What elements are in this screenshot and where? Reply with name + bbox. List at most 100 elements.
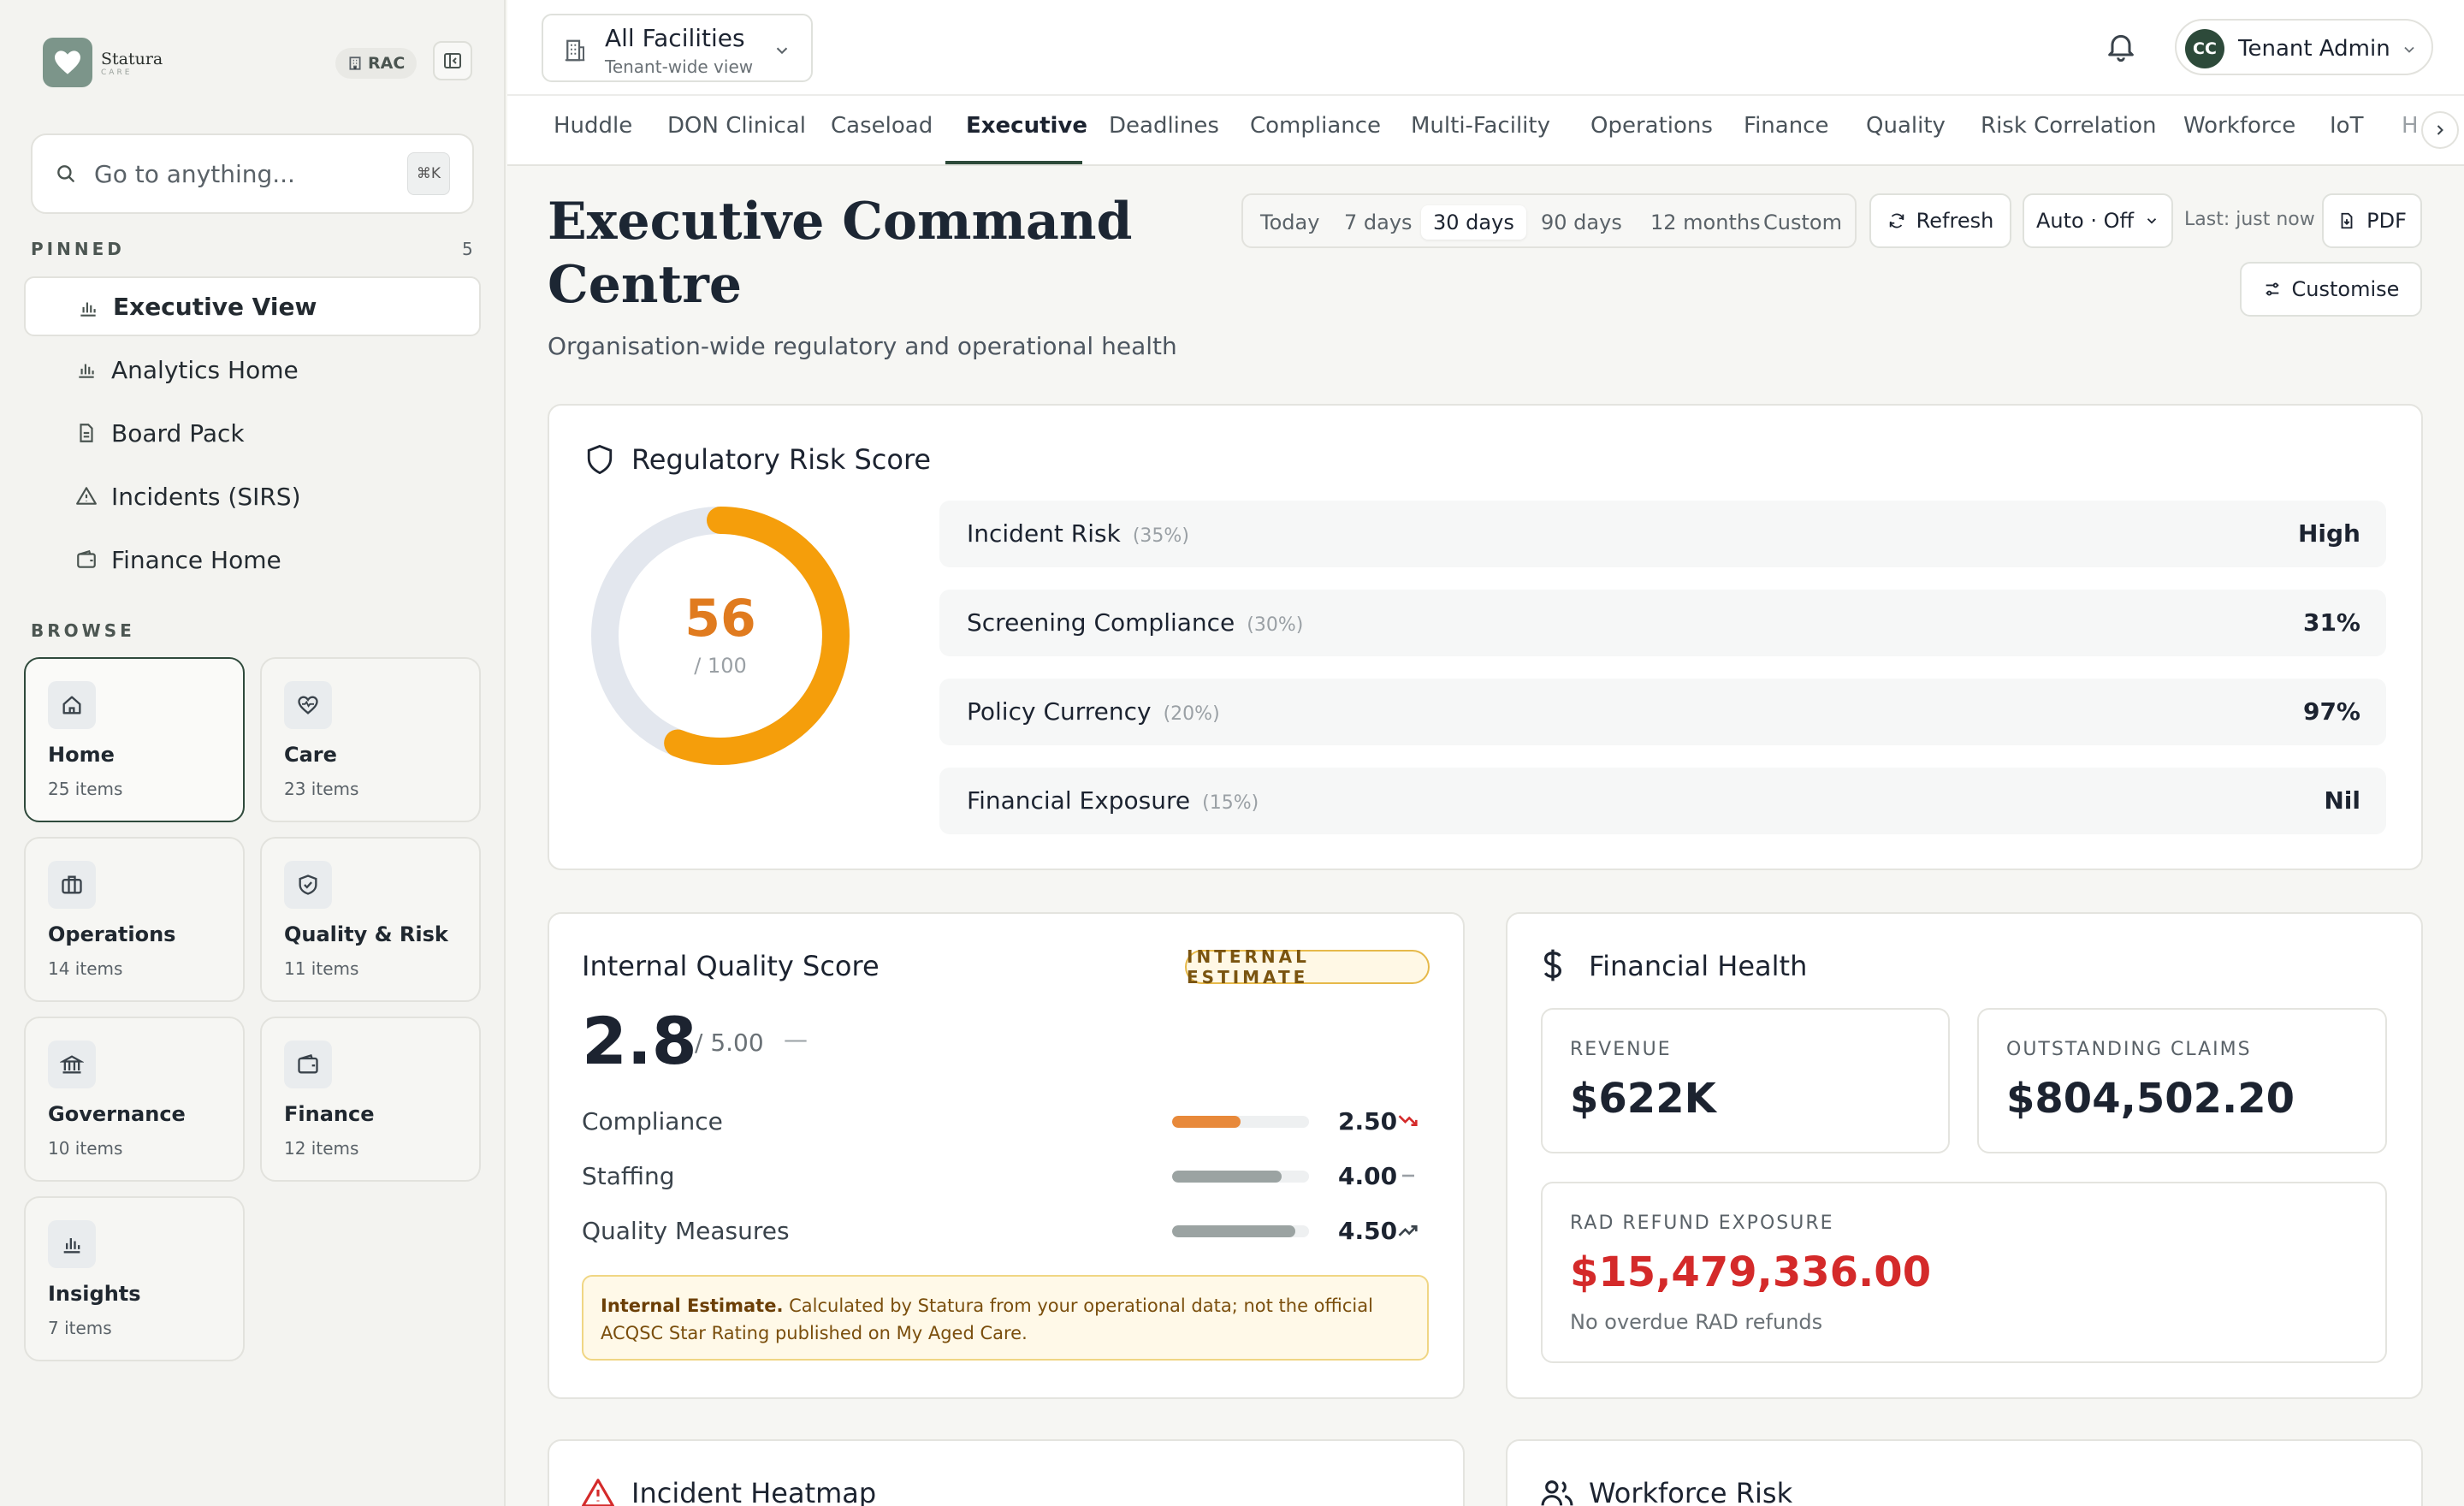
- shield-icon: [587, 444, 613, 475]
- outstanding-claims-value: $804,502.20: [2006, 1075, 2295, 1123]
- pinned-label: PINNED: [31, 239, 125, 259]
- pdf-button[interactable]: PDF: [2322, 193, 2422, 248]
- pdf-label: PDF: [2366, 209, 2407, 233]
- pinned-item-label: Incidents (SIRS): [111, 482, 301, 511]
- quality-row-track: [1172, 1171, 1309, 1183]
- browse-tile-insights[interactable]: Insights 7 items: [24, 1196, 245, 1361]
- quality-row-track: [1172, 1116, 1309, 1128]
- tab-caseload[interactable]: Caseload: [831, 113, 933, 139]
- browse-tile-quality-risk[interactable]: Quality & Risk 11 items: [260, 837, 481, 1002]
- rac-badge[interactable]: RAC: [335, 48, 418, 79]
- topbar: All Facilities Tenant-wide view CC Tenan…: [507, 0, 2464, 94]
- workforce-risk-card: [1506, 1439, 2423, 1506]
- sidebar-collapse-icon: [444, 53, 461, 68]
- tab-compliance[interactable]: Compliance: [1250, 113, 1382, 139]
- range-7-days[interactable]: 7 days: [1344, 210, 1413, 234]
- search-box[interactable]: Go to anything... ⌘K: [31, 133, 474, 214]
- range-90-days[interactable]: 90 days: [1541, 210, 1622, 234]
- user-name: Tenant Admin: [2238, 36, 2390, 62]
- facility-selector[interactable]: All Facilities Tenant-wide view: [542, 14, 813, 82]
- revenue-label: REVENUE: [1570, 1039, 1672, 1060]
- tab-overflow[interactable]: H: [2402, 113, 2419, 139]
- home-icon: [48, 681, 96, 729]
- risk-row-incident: Incident Risk (35%) High: [939, 501, 2386, 567]
- last-updated: Last: just now: [2184, 209, 2315, 230]
- quality-row-value: 4.50: [1338, 1217, 1398, 1245]
- quality-row-label: Staffing: [582, 1162, 675, 1190]
- facility-title: All Facilities: [605, 24, 745, 52]
- tab-huddle[interactable]: Huddle: [554, 113, 633, 139]
- file-download-icon: [2341, 212, 2353, 229]
- auto-refresh-label: Auto · Off: [2035, 209, 2135, 233]
- quality-row-value: 4.00: [1338, 1162, 1398, 1190]
- collapse-sidebar-button[interactable]: [433, 41, 472, 80]
- range-today[interactable]: Today: [1260, 210, 1320, 234]
- search-placeholder: Go to anything...: [94, 159, 295, 188]
- building-icon: [349, 56, 361, 70]
- quality-row-staffing: Staffing 4.00: [582, 1159, 1430, 1193]
- internal-estimate-note: Internal Estimate. Calculated by Statura…: [582, 1275, 1429, 1361]
- logo[interactable]: [43, 38, 92, 87]
- tab-don-clinical[interactable]: DON Clinical: [667, 113, 806, 139]
- gauge-fill: [591, 507, 850, 765]
- bell-icon[interactable]: [2104, 29, 2138, 63]
- chevron-down-icon: [2147, 218, 2157, 224]
- range-custom[interactable]: Custom: [1763, 210, 1842, 234]
- customise-button[interactable]: Customise: [2240, 262, 2422, 317]
- tab-deadlines[interactable]: Deadlines: [1109, 113, 1219, 139]
- pinned-item-finance-home[interactable]: Finance Home: [24, 530, 481, 590]
- browse-tile-operations[interactable]: Operations 14 items: [24, 837, 245, 1002]
- tile-count: 10 items: [48, 1138, 123, 1159]
- auto-refresh-select[interactable]: Auto · Off: [2023, 193, 2173, 248]
- risk-row-screening: Screening Compliance (30%) 31%: [939, 590, 2386, 656]
- pinned-item-incidents[interactable]: Incidents (SIRS): [24, 466, 481, 526]
- browse-tile-home[interactable]: Home 25 items: [24, 657, 245, 822]
- date-range-group: Today 7 days 30 days 90 days 12 months C…: [1241, 193, 1857, 248]
- user-menu-button[interactable]: CC Tenant Admin: [2175, 19, 2433, 75]
- users-icon: [1541, 1480, 1573, 1506]
- refresh-button[interactable]: Refresh: [1869, 193, 2011, 248]
- browse-tile-finance[interactable]: Finance 12 items: [260, 1017, 481, 1182]
- tab-iot[interactable]: IoT: [2330, 113, 2364, 139]
- tab-risk-correlation[interactable]: Risk Correlation: [1981, 113, 2157, 139]
- quality-row-value: 2.50: [1338, 1107, 1398, 1135]
- quality-row-bar: [1172, 1225, 1295, 1237]
- risk-row-financial: Financial Exposure (15%) Nil: [939, 768, 2386, 834]
- page-subtitle: Organisation-wide regulatory and operati…: [548, 332, 1177, 360]
- tile-name: Governance: [48, 1102, 186, 1126]
- risk-row-label: Incident Risk: [967, 519, 1121, 548]
- outstanding-claims-label: OUTSTANDING CLAIMS: [2006, 1039, 2252, 1060]
- pinned-item-analytics-home[interactable]: Analytics Home: [24, 340, 481, 400]
- tile-count: 25 items: [48, 779, 123, 799]
- tab-quality[interactable]: Quality: [1866, 113, 1946, 139]
- tab-scroll-right-button[interactable]: [2421, 111, 2459, 149]
- regulatory-risk-title: Regulatory Risk Score: [631, 443, 932, 476]
- tab-operations[interactable]: Operations: [1590, 113, 1713, 139]
- tab-bar: Huddle DON Clinical Caseload Executive D…: [507, 94, 2464, 166]
- risk-row-value: Nil: [2324, 786, 2360, 815]
- tab-finance[interactable]: Finance: [1744, 113, 1829, 139]
- sidebar: Statura CARE RAC Go to anything... ⌘K PI…: [0, 0, 506, 1506]
- range-12-months[interactable]: 12 months: [1650, 210, 1761, 234]
- outstanding-claims-box: OUTSTANDING CLAIMS $804,502.20: [1977, 1008, 2387, 1153]
- pinned-item-board-pack[interactable]: Board Pack: [24, 403, 481, 463]
- range-30-days[interactable]: 30 days: [1421, 205, 1526, 240]
- quality-row-bar: [1172, 1171, 1282, 1183]
- rad-refund-value: $15,479,336.00: [1570, 1248, 1932, 1296]
- tab-workforce[interactable]: Workforce: [2183, 113, 2296, 139]
- wallet-icon: [284, 1041, 332, 1088]
- avatar: CC: [2185, 29, 2224, 68]
- pinned-item-executive-view[interactable]: Executive View: [24, 276, 481, 336]
- facility-subtitle: Tenant-wide view: [605, 56, 754, 77]
- financial-health-title: Financial Health: [1589, 950, 1808, 982]
- risk-row-label: Policy Currency: [967, 697, 1152, 726]
- quality-row-label: Compliance: [582, 1107, 723, 1135]
- browse-tile-care[interactable]: Care 23 items: [260, 657, 481, 822]
- heart-pulse-icon: [284, 681, 332, 729]
- tab-executive[interactable]: Executive: [966, 113, 1088, 139]
- brand-name: Statura: [101, 50, 163, 68]
- quality-score-title: Internal Quality Score: [582, 950, 880, 982]
- browse-tile-governance[interactable]: Governance 10 items: [24, 1017, 245, 1182]
- tab-multi-facility[interactable]: Multi-Facility: [1411, 113, 1550, 139]
- bar-chart-icon: [48, 1220, 96, 1268]
